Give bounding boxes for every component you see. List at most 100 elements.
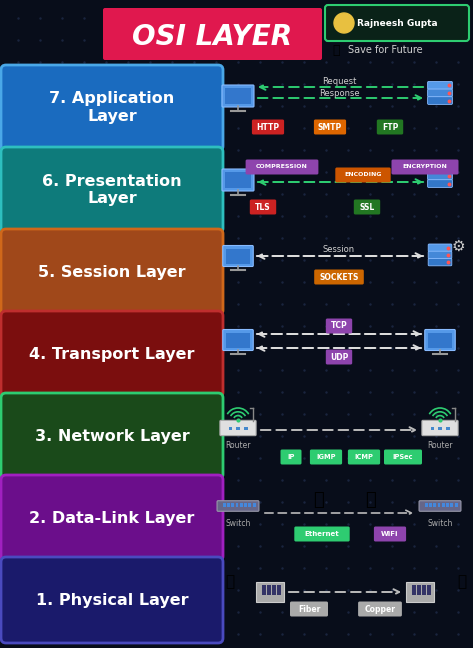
Text: ⚙: ⚙ <box>451 238 465 253</box>
FancyBboxPatch shape <box>314 270 364 284</box>
FancyBboxPatch shape <box>236 503 238 507</box>
FancyBboxPatch shape <box>428 172 452 179</box>
Text: 🧑: 🧑 <box>226 575 235 590</box>
FancyBboxPatch shape <box>314 119 346 135</box>
Text: Router: Router <box>427 441 453 450</box>
FancyBboxPatch shape <box>422 421 458 435</box>
Text: 2. Data-Link Layer: 2. Data-Link Layer <box>29 511 195 526</box>
FancyBboxPatch shape <box>425 503 428 507</box>
FancyBboxPatch shape <box>290 601 328 616</box>
Text: ENCRYPTION: ENCRYPTION <box>403 165 447 170</box>
Text: Layer: Layer <box>87 192 137 207</box>
FancyBboxPatch shape <box>455 503 457 507</box>
FancyBboxPatch shape <box>1 475 223 561</box>
Text: ENCODING: ENCODING <box>344 172 382 178</box>
FancyBboxPatch shape <box>428 179 452 187</box>
Text: 4. Transport Layer: 4. Transport Layer <box>29 347 195 362</box>
FancyBboxPatch shape <box>222 169 254 191</box>
FancyBboxPatch shape <box>280 450 301 465</box>
FancyBboxPatch shape <box>277 585 280 595</box>
Text: 5. Session Layer: 5. Session Layer <box>38 264 186 279</box>
FancyBboxPatch shape <box>310 450 342 465</box>
Text: SSL: SSL <box>359 202 375 211</box>
FancyBboxPatch shape <box>217 501 259 511</box>
FancyBboxPatch shape <box>419 501 461 511</box>
FancyBboxPatch shape <box>433 503 436 507</box>
Text: OSI LAYER: OSI LAYER <box>132 23 292 51</box>
FancyBboxPatch shape <box>272 585 275 595</box>
Text: Ethernet: Ethernet <box>305 531 339 537</box>
Text: FTP: FTP <box>382 122 398 132</box>
Text: Save for Future: Save for Future <box>348 45 422 55</box>
Text: 🚚: 🚚 <box>365 491 376 509</box>
FancyBboxPatch shape <box>326 349 352 364</box>
Text: Response: Response <box>319 89 359 98</box>
Text: ICMP: ICMP <box>355 454 374 460</box>
FancyBboxPatch shape <box>223 246 253 266</box>
FancyBboxPatch shape <box>252 119 284 135</box>
Text: WiFi: WiFi <box>381 531 399 537</box>
FancyBboxPatch shape <box>267 585 271 595</box>
FancyBboxPatch shape <box>354 200 380 214</box>
Text: Switch: Switch <box>427 518 453 527</box>
FancyBboxPatch shape <box>244 503 247 507</box>
FancyBboxPatch shape <box>240 503 243 507</box>
Text: Request: Request <box>322 78 356 86</box>
FancyBboxPatch shape <box>244 426 247 430</box>
Text: Session: Session <box>323 244 355 253</box>
Text: SOCKETS: SOCKETS <box>319 273 359 281</box>
FancyBboxPatch shape <box>231 503 234 507</box>
FancyBboxPatch shape <box>236 426 240 430</box>
Text: Layer: Layer <box>87 110 137 124</box>
FancyBboxPatch shape <box>428 82 452 89</box>
FancyBboxPatch shape <box>429 503 432 507</box>
Circle shape <box>334 13 354 33</box>
FancyBboxPatch shape <box>227 503 230 507</box>
FancyBboxPatch shape <box>222 85 254 107</box>
FancyBboxPatch shape <box>256 582 284 602</box>
FancyBboxPatch shape <box>226 248 250 264</box>
Text: IP: IP <box>287 454 295 460</box>
Text: Fiber: Fiber <box>298 605 320 614</box>
Text: Switch: Switch <box>225 518 251 527</box>
FancyBboxPatch shape <box>225 88 251 104</box>
Text: Router: Router <box>225 441 251 450</box>
FancyBboxPatch shape <box>326 319 352 334</box>
Text: 🚚: 🚚 <box>313 491 324 509</box>
Text: 🧑: 🧑 <box>457 575 466 590</box>
Text: 🔖: 🔖 <box>332 43 340 56</box>
Text: COMPRESSION: COMPRESSION <box>256 165 308 170</box>
FancyBboxPatch shape <box>442 503 445 507</box>
FancyBboxPatch shape <box>1 393 223 479</box>
FancyBboxPatch shape <box>450 503 453 507</box>
FancyBboxPatch shape <box>335 167 391 183</box>
FancyBboxPatch shape <box>1 557 223 643</box>
FancyBboxPatch shape <box>1 311 223 397</box>
FancyBboxPatch shape <box>1 147 223 233</box>
Text: TCP: TCP <box>331 321 347 330</box>
FancyBboxPatch shape <box>358 601 402 616</box>
Text: 1. Physical Layer: 1. Physical Layer <box>35 592 188 608</box>
Text: IGMP: IGMP <box>316 454 336 460</box>
Text: Copper: Copper <box>365 605 395 614</box>
FancyBboxPatch shape <box>425 329 455 351</box>
FancyBboxPatch shape <box>392 159 458 174</box>
FancyBboxPatch shape <box>438 426 442 430</box>
FancyBboxPatch shape <box>103 8 322 60</box>
FancyBboxPatch shape <box>422 585 426 595</box>
FancyBboxPatch shape <box>417 585 420 595</box>
FancyBboxPatch shape <box>348 450 380 465</box>
FancyBboxPatch shape <box>248 503 251 507</box>
Text: HTTP: HTTP <box>256 122 280 132</box>
FancyBboxPatch shape <box>428 97 452 104</box>
FancyBboxPatch shape <box>384 450 422 465</box>
FancyBboxPatch shape <box>430 426 434 430</box>
FancyBboxPatch shape <box>1 229 223 315</box>
FancyBboxPatch shape <box>253 503 255 507</box>
FancyBboxPatch shape <box>225 172 251 188</box>
FancyBboxPatch shape <box>223 503 226 507</box>
Text: Rajneesh Gupta: Rajneesh Gupta <box>357 19 438 27</box>
FancyBboxPatch shape <box>428 332 452 347</box>
FancyBboxPatch shape <box>428 244 452 251</box>
Text: IPSec: IPSec <box>393 454 413 460</box>
